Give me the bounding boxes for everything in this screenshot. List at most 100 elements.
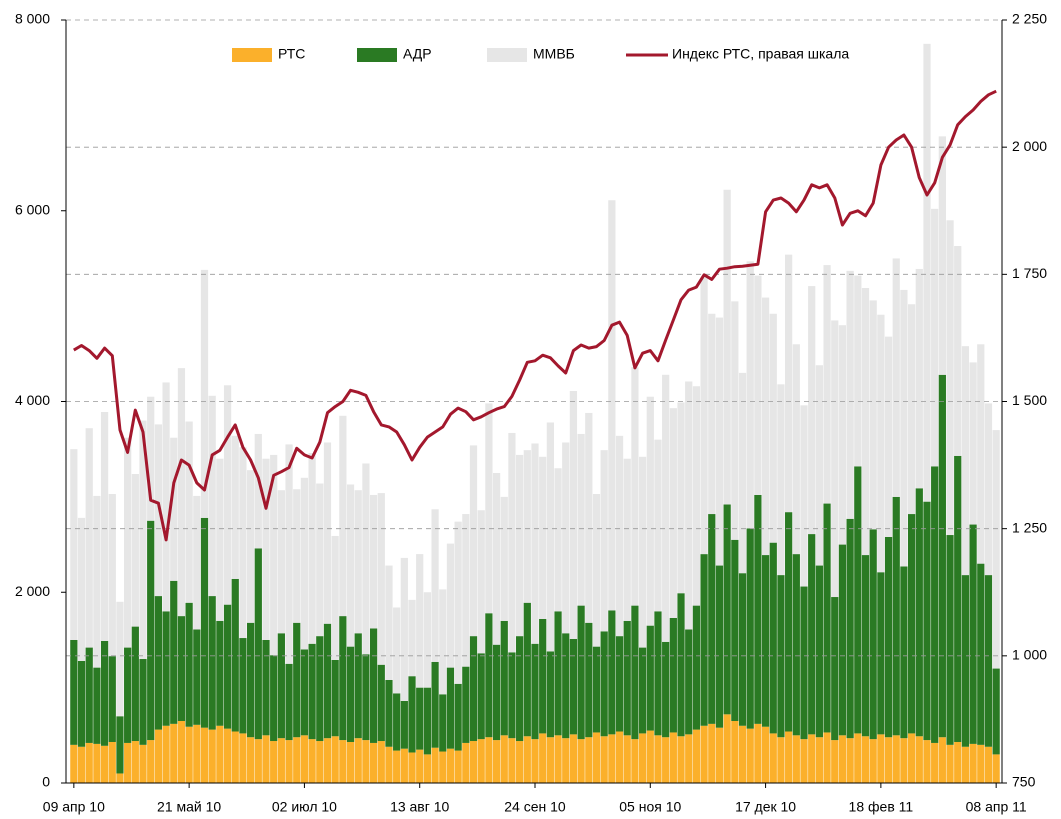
bar <box>892 258 900 497</box>
bar <box>777 737 785 783</box>
bar <box>77 517 86 661</box>
bar <box>585 737 593 783</box>
bar <box>185 421 193 603</box>
bar <box>139 420 147 660</box>
bar <box>177 721 186 783</box>
bar <box>662 641 670 738</box>
bar <box>131 741 139 783</box>
bar <box>585 622 593 738</box>
bar <box>516 454 524 637</box>
bar <box>531 643 539 740</box>
bar <box>546 651 554 738</box>
bar <box>446 543 455 668</box>
y-tick-label: 2 000 <box>15 583 50 599</box>
bar <box>961 575 970 747</box>
bar <box>147 520 155 741</box>
bar <box>938 136 946 375</box>
bar <box>746 261 754 529</box>
bar <box>569 734 578 783</box>
bar <box>408 599 416 677</box>
bar <box>531 739 539 783</box>
bar <box>792 735 800 783</box>
bar <box>139 744 147 783</box>
bar <box>723 189 731 505</box>
bar <box>562 442 570 634</box>
bar <box>715 727 724 783</box>
bar <box>884 336 893 537</box>
bar <box>992 668 1000 755</box>
bar <box>177 616 186 722</box>
bar <box>469 445 478 637</box>
bar <box>247 470 255 623</box>
bar <box>124 647 132 743</box>
bar <box>216 620 224 726</box>
bar <box>485 737 493 783</box>
bar <box>154 596 163 730</box>
bar <box>915 736 923 783</box>
bar <box>685 734 693 783</box>
bar <box>431 661 439 748</box>
bar <box>961 346 970 576</box>
bar <box>408 676 416 753</box>
y-tick-label: 6 000 <box>15 201 50 217</box>
bar <box>377 664 385 742</box>
bar <box>761 297 770 556</box>
bar <box>861 736 870 783</box>
bar <box>262 639 270 736</box>
bar <box>393 693 401 751</box>
bar <box>77 660 86 747</box>
bar <box>577 605 585 740</box>
bar <box>323 738 332 783</box>
bar <box>677 402 685 594</box>
bar <box>523 736 531 783</box>
bar <box>100 411 109 641</box>
bar <box>147 740 155 783</box>
bar <box>93 495 101 668</box>
bar <box>900 289 908 567</box>
y2-tick-label: 1 250 <box>1012 519 1047 535</box>
bar <box>431 747 439 783</box>
bar <box>462 666 470 743</box>
bar <box>746 528 754 729</box>
bar <box>539 456 547 619</box>
bar <box>185 602 193 727</box>
bar <box>662 374 670 642</box>
bar <box>270 741 278 783</box>
bar <box>362 740 370 783</box>
bar <box>931 742 939 783</box>
bar <box>416 687 424 750</box>
bar <box>869 739 877 783</box>
bar <box>577 739 585 783</box>
y-tick-label: 4 000 <box>15 392 50 408</box>
bar <box>715 565 724 728</box>
bar <box>738 372 747 574</box>
bar <box>923 43 931 502</box>
bar <box>954 455 962 742</box>
bar <box>193 495 201 630</box>
x-tick-label: 08 апр 11 <box>966 799 1027 815</box>
bar <box>208 596 216 730</box>
bar <box>454 683 462 751</box>
bar <box>308 739 316 783</box>
bar <box>516 636 524 742</box>
bar <box>369 494 378 629</box>
bar <box>608 200 616 611</box>
x-tick-label: 02 июл 10 <box>272 799 337 815</box>
bar <box>615 731 624 783</box>
bar <box>446 748 455 783</box>
y2-tick-label: 1 500 <box>1012 392 1047 408</box>
bar <box>93 743 101 783</box>
bar <box>992 754 1000 783</box>
bar <box>300 477 309 650</box>
bar <box>270 655 278 742</box>
bar <box>907 514 916 734</box>
line <box>73 89 997 542</box>
x-tick-label: 17 дек 10 <box>735 799 796 815</box>
bar <box>385 565 393 680</box>
bar <box>808 734 816 783</box>
bar <box>977 563 985 745</box>
bar <box>800 586 808 740</box>
bar <box>239 638 247 734</box>
bar <box>769 313 777 543</box>
bar <box>569 391 578 639</box>
